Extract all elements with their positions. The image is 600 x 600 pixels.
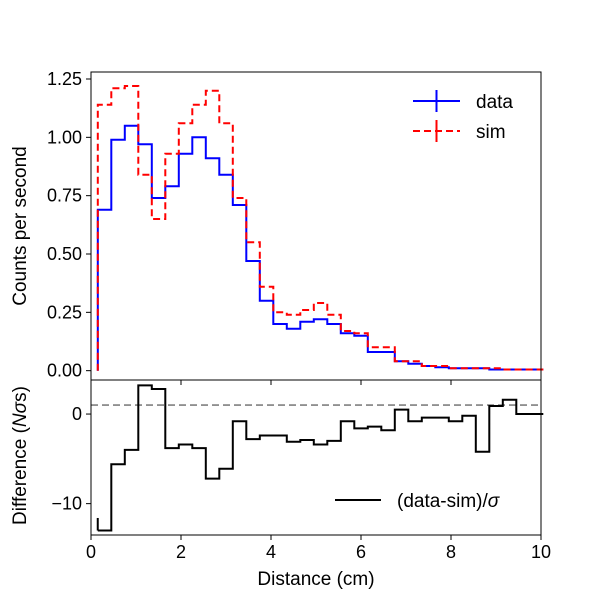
top-y-tick-label: 1.00: [47, 127, 82, 147]
x-axis-label: Distance (cm): [257, 569, 374, 590]
top-y-tick-label: 1.25: [47, 69, 82, 89]
bottom-y-axis-label: Difference (Nσs): [10, 386, 31, 525]
bottom-y-tick-label: 0: [72, 404, 82, 424]
bottom-x-tick-label: 10: [531, 542, 551, 562]
legend-label-data: data: [476, 92, 513, 113]
top-y-tick-label: 0.50: [47, 244, 82, 264]
legend-label-symbol: σ: [488, 491, 501, 512]
series-line-sim: [96, 85, 544, 371]
top-y-tick-label: 0.00: [47, 361, 82, 381]
bottom-plot-frame: [90, 379, 542, 536]
bottom-x-tick-label: 2: [176, 542, 186, 562]
top-y-tick-label: 0.25: [47, 302, 82, 322]
bottom-x-tick-label: 0: [86, 542, 96, 562]
legend-label-text: (data-sim)/: [397, 491, 489, 512]
bottom-y-tick-label: −10: [51, 494, 82, 514]
bottom-x-tick-label: 8: [446, 542, 456, 562]
legend-label-difference: (data-sim)/σ: [397, 491, 501, 512]
y-axis-label-part: s): [10, 386, 31, 402]
y-axis-label-part: σ: [10, 400, 31, 413]
top-y-tick-label: 0.75: [47, 186, 82, 206]
bottom-x-tick-label: 4: [266, 542, 276, 562]
difference-line: [97, 384, 544, 532]
top-y-axis-label: Counts per second: [10, 146, 31, 306]
y-axis-label-part: Difference (: [10, 426, 31, 525]
y-axis-label-part: N: [10, 413, 31, 427]
legend-label-sim: sim: [476, 122, 506, 143]
top-panel: 0.00 0.25 0.50 0.75 1.00 1.25 Counts per secon…: [10, 69, 544, 385]
bottom-x-tick-label: 6: [356, 542, 366, 562]
